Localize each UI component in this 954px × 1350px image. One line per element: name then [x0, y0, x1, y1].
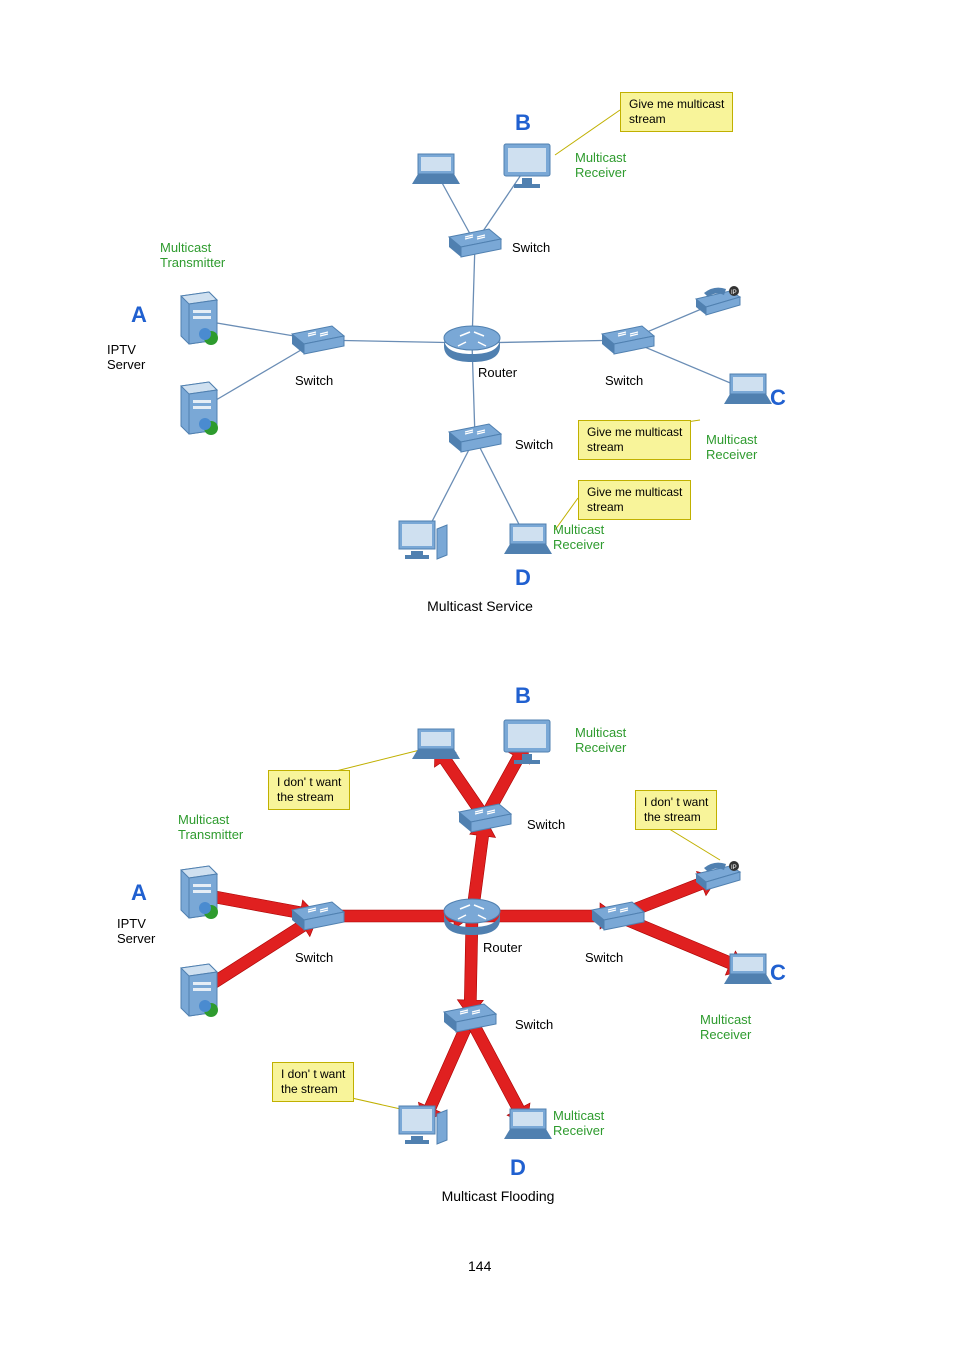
server-icon	[175, 380, 223, 445]
switch-icon	[445, 420, 505, 461]
diagram-label: Switch	[515, 437, 553, 452]
diagram-label: Router	[478, 365, 517, 380]
diagram-label: Multicast Receiver	[575, 150, 626, 180]
switch-icon	[288, 322, 348, 363]
zone-letter: A	[131, 302, 147, 328]
diagram-label: Multicast Transmitter	[178, 812, 243, 842]
phone-icon: IP	[690, 860, 746, 899]
diagram-label: Multicast Receiver	[553, 1108, 604, 1138]
callout: I don' t want the stream	[272, 1062, 354, 1102]
diagram-caption: Multicast Service	[380, 598, 580, 614]
laptop-icon	[500, 520, 554, 565]
diagram-label: Switch	[515, 1017, 553, 1032]
pc-icon	[395, 1100, 451, 1153]
zone-letter: B	[515, 683, 531, 709]
router-icon	[440, 320, 504, 371]
diagram-label: Switch	[295, 950, 333, 965]
svg-text:IP: IP	[731, 290, 737, 296]
page-number: 144	[468, 1258, 491, 1274]
laptop-icon	[408, 725, 462, 770]
diagram-label: Switch	[527, 817, 565, 832]
switch-icon	[288, 898, 348, 939]
callout: I don' t want the stream	[268, 770, 350, 810]
diagram-label: Multicast Receiver	[575, 725, 626, 755]
zone-letter: C	[770, 385, 786, 411]
callout: Give me multicast stream	[620, 92, 733, 132]
diagram-label: Switch	[605, 373, 643, 388]
switch-icon	[445, 225, 505, 266]
diagram-label: Switch	[295, 373, 333, 388]
phone-icon: IP	[690, 285, 746, 324]
server-icon	[175, 290, 223, 355]
laptop-icon	[500, 1105, 554, 1150]
diagram-label: Switch	[585, 950, 623, 965]
switch-icon	[455, 800, 515, 841]
zone-letter: B	[515, 110, 531, 136]
callout: Give me multicast stream	[578, 420, 691, 460]
svg-text:IP: IP	[731, 865, 737, 871]
callout: I don' t want the stream	[635, 790, 717, 830]
diagram-label: IPTV Server	[117, 916, 155, 946]
diagram-label: IPTV Server	[107, 342, 145, 372]
diagram-label: Multicast Receiver	[700, 1012, 751, 1042]
zone-letter: D	[515, 565, 531, 591]
router-icon	[440, 893, 504, 944]
diagram-label: Router	[483, 940, 522, 955]
diagram-label: Switch	[512, 240, 550, 255]
laptop-icon	[408, 150, 462, 195]
switch-icon	[598, 322, 658, 363]
diagram-label: Multicast Receiver	[553, 522, 604, 552]
diagram-caption: Multicast Flooding	[398, 1188, 598, 1204]
pc-icon	[395, 515, 451, 568]
server-icon	[175, 962, 223, 1027]
laptop-icon	[720, 370, 774, 415]
monitor-icon	[498, 140, 556, 197]
zone-letter: A	[131, 880, 147, 906]
diagram-label: Multicast Receiver	[706, 432, 757, 462]
switch-icon	[588, 898, 648, 939]
monitor-icon	[498, 716, 556, 773]
laptop-icon	[720, 950, 774, 995]
switch-icon	[440, 1000, 500, 1041]
callout: Give me multicast stream	[578, 480, 691, 520]
zone-letter: D	[510, 1155, 526, 1181]
zone-letter: C	[770, 960, 786, 986]
server-icon	[175, 864, 223, 929]
diagram-label: Multicast Transmitter	[160, 240, 225, 270]
